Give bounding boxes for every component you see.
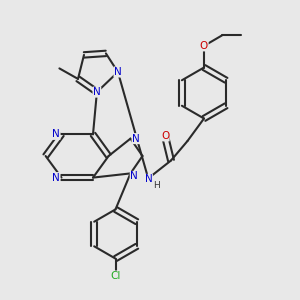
Text: N: N [130,171,138,182]
Text: Cl: Cl [110,271,121,281]
Text: N: N [132,134,140,144]
Text: H: H [153,181,160,190]
Text: O: O [161,131,169,141]
Text: N: N [114,67,122,77]
Text: N: N [52,172,60,183]
Text: N: N [52,129,60,140]
Text: N: N [93,87,101,97]
Text: N: N [145,174,152,184]
Text: O: O [200,41,208,51]
